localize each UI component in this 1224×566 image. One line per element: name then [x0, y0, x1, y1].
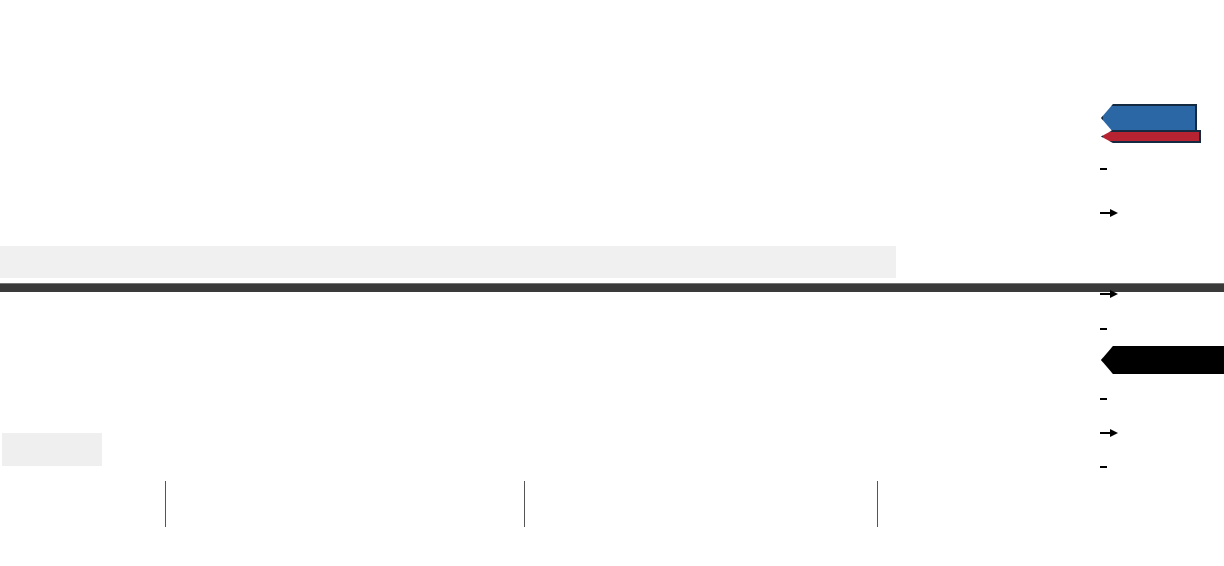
panel-divider [0, 283, 1224, 292]
y-minor-tick [1100, 398, 1107, 400]
legend-item-last-price [7, 256, 26, 269]
y-tick-arrow-plus10 [1100, 290, 1118, 298]
price-legend [0, 246, 896, 278]
y-tick-arrow-neg10 [1100, 429, 1118, 437]
y-minor-tick [1100, 168, 1107, 170]
last-price-badge [1101, 104, 1197, 132]
year-separator [165, 481, 166, 527]
y-minor-tick [1100, 328, 1107, 330]
y-minor-tick [1100, 466, 1107, 468]
kairi-legend [2, 433, 102, 466]
legend-item-moving-average [50, 256, 69, 269]
kairi-value-badge [1101, 346, 1224, 374]
year-separator [877, 481, 878, 527]
last-price-swatch-icon [7, 256, 20, 269]
moving-average-swatch-icon [50, 256, 63, 269]
kairi-swatch-icon [14, 443, 27, 456]
y-tick-arrow-2000 [1100, 209, 1118, 217]
year-separator [524, 481, 525, 527]
moving-average-badge [1101, 130, 1201, 143]
kairi-chart [0, 293, 1101, 484]
